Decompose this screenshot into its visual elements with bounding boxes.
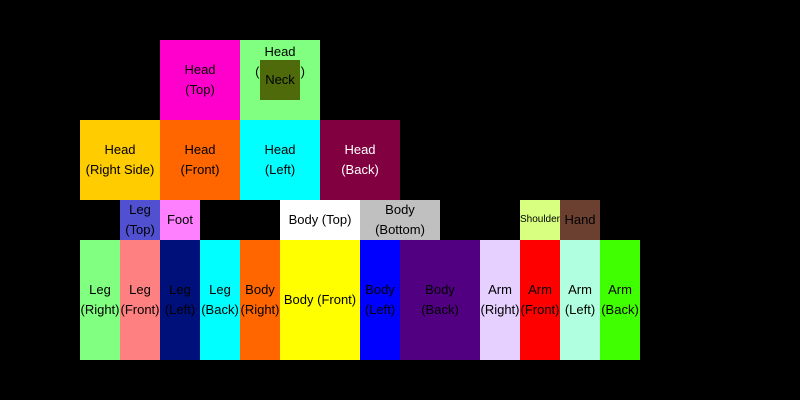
body-back-label-1: Body (425, 282, 455, 297)
hand-region: Hand (560, 200, 600, 240)
leg-right-label-1: Leg (89, 282, 111, 297)
arm-right-region: Arm (Right) (480, 240, 520, 360)
leg-left-region: Leg (Left) (160, 240, 200, 360)
body-right-label-2: (Right) (240, 302, 280, 317)
head-back-region: Head (Back) (320, 120, 400, 200)
body-back-region: Body (Back) (400, 240, 480, 360)
leg-left-label-1: Leg (169, 282, 191, 297)
head-right-label-2: (Right Side) (85, 162, 155, 177)
leg-back-region: Leg (Back) (200, 240, 240, 360)
body-top-region: Body (Top) (280, 200, 360, 240)
arm-front-label-2: (Front) (520, 302, 560, 317)
neck-label: Neck (265, 72, 295, 87)
head-front-label-2: (Front) (180, 162, 220, 177)
leg-back-label-2: (Back) (201, 302, 239, 317)
body-bottom-region: Body (Bottom) (360, 200, 440, 240)
head-top-label-2: (Top) (185, 82, 215, 97)
foot-region: Foot (160, 200, 200, 240)
shoulder-region: Shoulder (520, 200, 560, 240)
body-front-region: Body (Front) (280, 240, 360, 360)
arm-front-label-1: Arm (528, 282, 552, 297)
head-front-label-1: Head (184, 142, 216, 157)
head-right-label-1: Head (104, 142, 136, 157)
foot-label: Foot (166, 212, 193, 227)
body-bottom-label-1: Body (385, 202, 415, 217)
head-top-region: Head (Top) (160, 40, 240, 120)
head-top-label-1: Head (184, 62, 216, 77)
arm-front-region: Arm (Front) (520, 240, 560, 360)
head-left-label-2: (Left) (264, 162, 296, 177)
head-bottom-region: Head (Bottom) Neck (240, 40, 320, 120)
leg-right-label-2: (Right) (80, 302, 120, 317)
head-left-label-1: Head (264, 142, 296, 157)
arm-right-label-1: Arm (488, 282, 512, 297)
leg-top-label-1: Leg (129, 202, 151, 217)
arm-left-label-1: Arm (568, 282, 592, 297)
head-front-region: Head (Front) (160, 120, 240, 200)
body-front-label: Body (Front) (283, 292, 357, 307)
body-top-label: Body (Top) (288, 212, 352, 227)
head-back-label-1: Head (344, 142, 376, 157)
arm-left-label-2: (Left) (564, 302, 596, 317)
arm-back-region: Arm (Back) (600, 240, 640, 360)
arm-back-label-1: Arm (608, 282, 632, 297)
leg-right-region: Leg (Right) (80, 240, 120, 360)
leg-front-label-1: Leg (129, 282, 151, 297)
body-left-label-1: Body (365, 282, 395, 297)
body-left-label-2: (Left) (364, 302, 396, 317)
head-left-region: Head (Left) (240, 120, 320, 200)
leg-top-region: Leg (Top) (120, 200, 160, 240)
body-right-label-1: Body (245, 282, 275, 297)
arm-left-region: Arm (Left) (560, 240, 600, 360)
body-bottom-label-2: (Bottom) (375, 222, 425, 237)
head-back-label-2: (Back) (341, 162, 379, 177)
shoulder-label: Shoulder (520, 214, 560, 225)
arm-back-label-2: (Back) (601, 302, 639, 317)
leg-front-region: Leg (Front) (120, 240, 160, 360)
leg-top-label-2: (Top) (125, 222, 155, 237)
head-right-side-region: Head (Right Side) (80, 120, 160, 200)
leg-front-label-2: (Front) (120, 302, 160, 317)
arm-right-label-2: (Right) (480, 302, 520, 317)
leg-back-label-1: Leg (209, 282, 231, 297)
hand-label: Hand (564, 212, 596, 227)
neck-region: Neck (260, 60, 300, 100)
leg-left-label-2: (Left) (164, 302, 196, 317)
body-left-region: Body (Left) (360, 240, 400, 360)
body-back-label-2: (Back) (421, 302, 459, 317)
body-right-region: Body (Right) (240, 240, 280, 360)
